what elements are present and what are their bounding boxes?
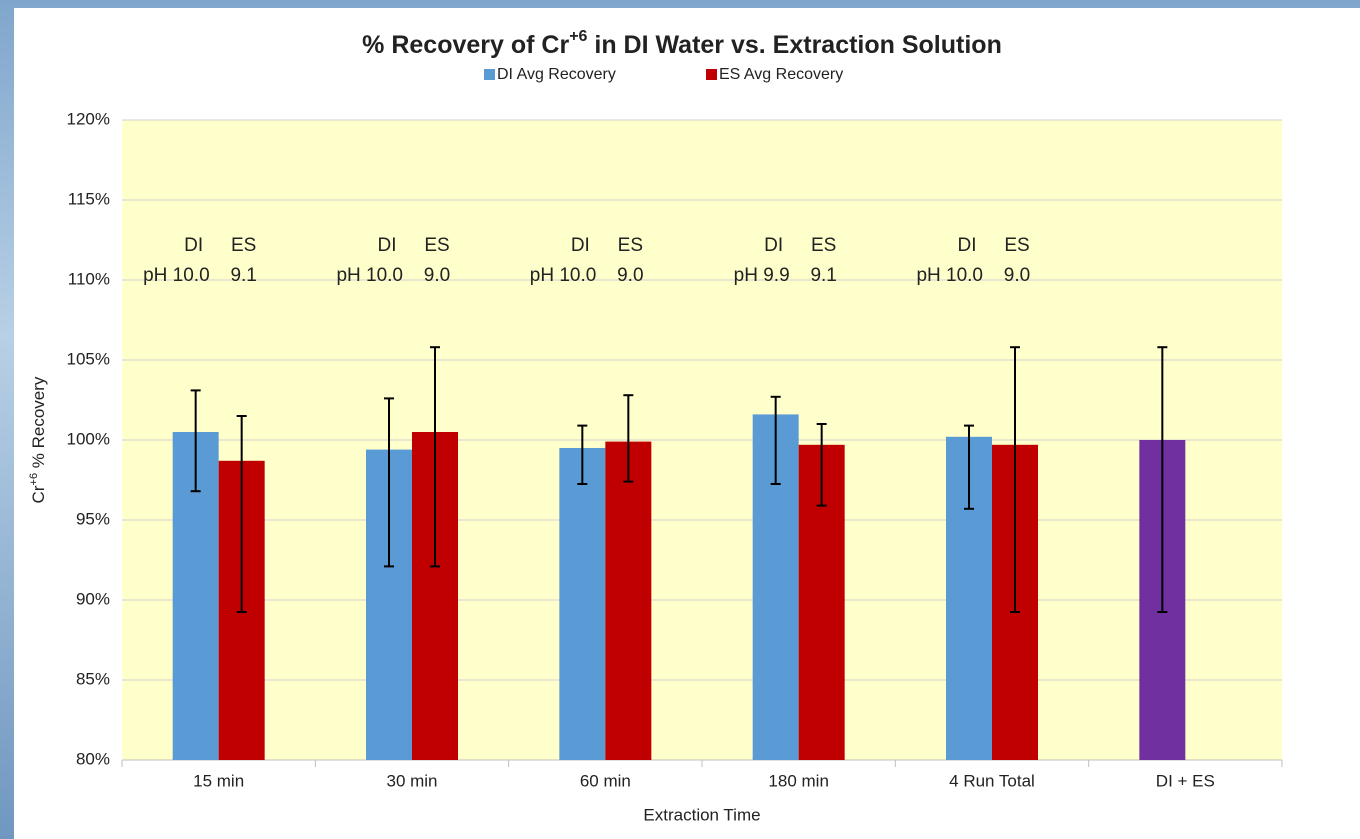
annotation: pH 10.0: [916, 265, 983, 286]
y-tick-label: 105%: [67, 349, 110, 368]
x-tick-label: 30 min: [386, 771, 437, 790]
y-tick-label: 100%: [67, 429, 110, 448]
annotation: ES: [811, 235, 836, 256]
y-label-part: % Recovery: [29, 376, 48, 473]
title-part: % Recovery of Cr: [362, 31, 569, 59]
y-label-part: Cr: [29, 485, 48, 503]
error-bar: [577, 424, 588, 485]
annotation: ES: [618, 235, 643, 256]
y-tick-label: 110%: [68, 269, 110, 288]
x-tick-label: 60 min: [580, 771, 631, 790]
annotation: DI: [958, 235, 977, 256]
error-bar: [623, 394, 634, 483]
y-label-sup: +6: [28, 473, 40, 486]
bar: [559, 448, 606, 760]
error-bar: [770, 395, 781, 485]
bar: [605, 441, 652, 760]
y-tick-label: 80%: [76, 749, 110, 768]
annotation: 9.1: [230, 265, 256, 286]
error-bar: [1010, 346, 1020, 613]
x-axis-label: Extraction Time: [643, 805, 760, 824]
annotation: pH 10.0: [336, 265, 403, 286]
annotation: pH 9.9: [734, 265, 790, 286]
error-bar: [430, 346, 440, 568]
annotation: 9.0: [424, 265, 450, 286]
y-tick-label: 95%: [76, 509, 110, 528]
y-tick-label: 120%: [67, 109, 110, 128]
annotation: DI: [184, 235, 203, 256]
annotation: ES: [231, 235, 256, 256]
title-sup: +6: [569, 28, 587, 45]
chart-title: % Recovery of Cr+6 in DI Water vs. Extra…: [362, 28, 1002, 58]
annotation: pH 10.0: [530, 265, 597, 286]
annotation: 9.0: [617, 265, 643, 286]
error-bar: [1157, 346, 1168, 613]
annotation: DI: [571, 235, 590, 256]
annotation: 9.1: [810, 265, 836, 286]
y-tick-label: 85%: [76, 669, 110, 688]
error-bar: [964, 424, 974, 510]
y-tick-label: 115%: [68, 189, 110, 208]
x-tick-label: 15 min: [193, 771, 244, 790]
y-tick-label: 90%: [76, 589, 110, 608]
x-tick-label: DI + ES: [1156, 771, 1215, 790]
annotation: DI: [378, 235, 397, 256]
annotation: DI: [764, 235, 783, 256]
y-axis-label: Cr+6 % Recovery: [28, 376, 49, 503]
error-bar: [384, 397, 394, 568]
annotation: ES: [1004, 235, 1029, 256]
x-tick-label: 180 min: [768, 771, 828, 790]
legend-swatch: [706, 69, 717, 80]
annotation: 9.0: [1004, 265, 1030, 286]
annotation: ES: [424, 235, 449, 256]
title-part: in DI Water vs. Extraction Solution: [587, 31, 1001, 59]
error-bar: [816, 423, 827, 507]
x-tick-label: 4 Run Total: [949, 771, 1035, 790]
legend-label: DI Avg Recovery: [497, 66, 616, 83]
error-bar: [190, 389, 201, 493]
annotation: pH 10.0: [143, 265, 210, 286]
legend-swatch: [484, 69, 495, 80]
error-bar: [236, 415, 247, 613]
legend-label: ES Avg Recovery: [719, 66, 843, 83]
